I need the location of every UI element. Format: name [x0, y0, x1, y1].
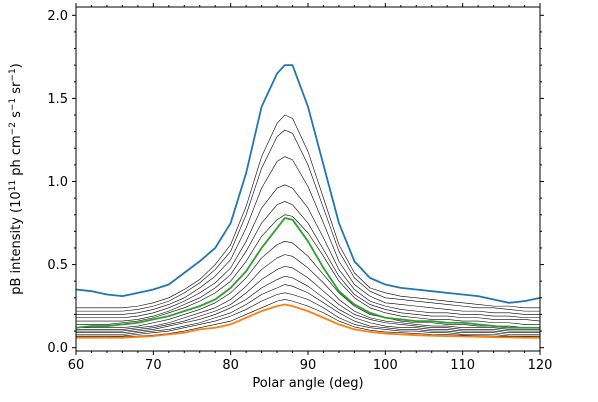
- series-line: [76, 292, 540, 337]
- y-tick-label: 1.0: [47, 175, 68, 190]
- tick-labels: 60 70 80 90 100 110 120 0.0 0.5 1.0 1.5 2.0: [47, 9, 552, 373]
- y-label-text: ph cm: [9, 135, 24, 180]
- y-tick-label: 2.0: [47, 9, 68, 24]
- x-tick-label: 60: [68, 358, 85, 373]
- y-label-text: s: [9, 111, 24, 122]
- y-label-text: pB intensity (10: [9, 191, 24, 294]
- plot-frame: [75, 6, 541, 352]
- y-label-superscript: −1: [8, 98, 18, 111]
- x-tick-label: 70: [145, 358, 162, 373]
- series-line: [76, 254, 540, 330]
- y-label-text: sr: [9, 81, 24, 98]
- x-tick-label: 80: [222, 358, 239, 373]
- series-line: [76, 265, 540, 332]
- y-tick-label: 1.5: [47, 92, 68, 107]
- series-line-bottom: [76, 303, 540, 339]
- x-axis-label: Polar angle (deg): [252, 376, 363, 391]
- y-tick-label: 0.5: [47, 258, 68, 273]
- series-line: [76, 275, 540, 334]
- tick-marks: [72, 3, 544, 355]
- y-label-superscript: −1: [8, 68, 18, 81]
- y-axis-label: pB intensity (1011 ph cm−2 s−1 sr−1): [8, 63, 24, 295]
- y-label-superscript: 11: [8, 180, 18, 191]
- x-tick-label: 100: [373, 358, 398, 373]
- series-line: [76, 129, 540, 312]
- series-line: [76, 184, 540, 319]
- series-line: [76, 284, 540, 335]
- series-line: [76, 114, 540, 309]
- series-line-middle: [75, 217, 540, 329]
- x-tick-label: 90: [300, 358, 317, 373]
- series-line: [76, 241, 540, 329]
- series-line: [76, 214, 540, 325]
- series-line-top: [75, 64, 541, 304]
- x-tick-label: 120: [528, 358, 553, 373]
- y-label-text: ): [9, 63, 24, 68]
- y-label-superscript: −2: [8, 122, 18, 135]
- y-tick-label: 0.0: [47, 341, 68, 356]
- series-line: [76, 201, 541, 322]
- x-tick-label: 110: [450, 358, 475, 373]
- series-group: [75, 64, 541, 339]
- series-line: [76, 156, 540, 315]
